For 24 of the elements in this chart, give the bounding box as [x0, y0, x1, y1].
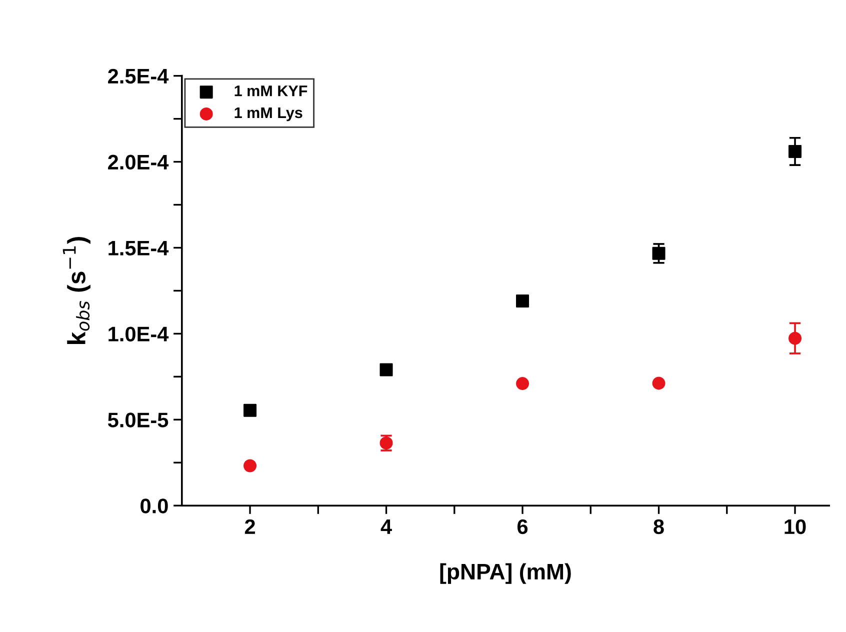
point: [380, 363, 393, 376]
x-tick-label: 10: [784, 519, 806, 534]
point: [244, 404, 257, 417]
x-tick-label: 8: [654, 519, 664, 534]
y-tick-label: 0.0: [140, 498, 168, 514]
x-tick-label: 2: [244, 519, 255, 534]
point: [244, 459, 257, 472]
y-tick-label: 1.5E-4: [108, 240, 169, 256]
point: [516, 294, 530, 308]
point: [788, 332, 802, 345]
point: [652, 376, 666, 390]
legend-label: 1 mM KYF: [234, 86, 308, 96]
point: [788, 144, 802, 158]
y-tick-label: 5.0E-5: [108, 412, 168, 428]
x-tick-label: 6: [517, 519, 528, 534]
y-tick-label: 1.0E-4: [108, 326, 169, 342]
point: [652, 246, 666, 260]
y-tick-label: 2.0E-4: [108, 154, 169, 170]
x-axis-title: [pNPA] (mM): [440, 563, 571, 584]
x-tick-label: 4: [380, 520, 392, 534]
y-tick-label: 2.5E-4: [108, 68, 169, 84]
point: [516, 377, 530, 390]
legend-label: 1 mM Lys: [234, 107, 302, 122]
y-axis-title: k$_{obs}$ (s$^{−1}$): [62, 236, 90, 344]
